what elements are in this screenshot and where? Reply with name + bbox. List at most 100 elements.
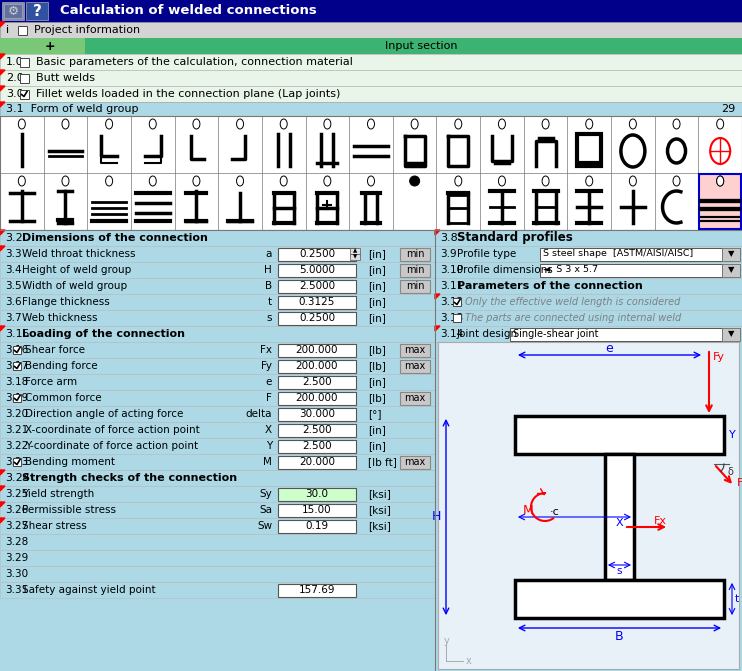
Bar (18, 25, 27, 34)
Text: Input section: Input section (385, 41, 457, 51)
Text: Weld throat thickness: Weld throat thickness (22, 249, 136, 259)
Ellipse shape (149, 176, 157, 186)
Bar (400, 344, 430, 357)
Bar (435, 326, 742, 342)
Text: 3.2: 3.2 (5, 233, 23, 243)
Bar (0, 454, 435, 470)
Bar (435, 278, 742, 294)
Text: 3.11: 3.11 (440, 281, 463, 291)
Text: 1.0: 1.0 (6, 57, 24, 67)
Text: F: F (266, 393, 272, 403)
Polygon shape (0, 102, 5, 107)
Bar (722, 328, 740, 341)
Text: 0.2500: 0.2500 (299, 313, 335, 323)
Text: 3.12: 3.12 (440, 297, 463, 307)
Bar (278, 488, 356, 501)
Text: 3.9: 3.9 (440, 249, 456, 259)
Text: ▼: ▼ (728, 329, 735, 338)
Text: Fillet welds loaded in the connection plane (Lap joints): Fillet welds loaded in the connection pl… (36, 89, 341, 99)
Bar (400, 456, 430, 469)
Text: 3.10: 3.10 (440, 265, 463, 275)
Text: e: e (605, 342, 613, 356)
Bar (0, 502, 435, 518)
Text: 30.000: 30.000 (299, 409, 335, 419)
Text: Permissible stress: Permissible stress (22, 505, 116, 515)
Text: ◄  S 3 x 5.7: ◄ S 3 x 5.7 (543, 266, 598, 274)
Text: min: min (406, 249, 424, 259)
Text: max: max (404, 457, 426, 467)
Text: δ: δ (728, 467, 734, 477)
Bar (0, 38, 85, 54)
Bar (700, 174, 741, 229)
Bar (278, 376, 356, 389)
Text: [in]: [in] (368, 425, 386, 435)
Text: Joint design: Joint design (457, 329, 518, 339)
Bar (0, 262, 435, 278)
Text: 3.6: 3.6 (5, 297, 22, 307)
Text: a: a (266, 249, 272, 259)
Text: Standard profiles: Standard profiles (457, 231, 573, 244)
Bar (0, 390, 435, 406)
Bar (0, 102, 742, 116)
Text: y: y (444, 636, 450, 646)
Text: 3.28: 3.28 (5, 537, 28, 547)
Text: [ksi]: [ksi] (368, 505, 391, 515)
Text: i: i (6, 25, 9, 35)
Text: +: + (45, 40, 56, 52)
Bar (0, 0, 742, 22)
Bar (0, 518, 435, 534)
Polygon shape (0, 22, 5, 27)
Ellipse shape (455, 176, 462, 186)
Text: max: max (404, 361, 426, 371)
Text: Fx: Fx (654, 516, 667, 526)
Bar (13, 346, 21, 354)
Bar (435, 294, 742, 310)
Text: 0.19: 0.19 (306, 521, 329, 531)
Polygon shape (0, 486, 5, 491)
Text: [in]: [in] (368, 313, 386, 323)
Text: 2.5000: 2.5000 (299, 281, 335, 291)
Ellipse shape (673, 119, 680, 129)
Bar (0, 230, 435, 246)
Text: Yield strength: Yield strength (22, 489, 94, 499)
Text: 3.1  Form of weld group: 3.1 Form of weld group (6, 104, 139, 114)
Text: 3.16: 3.16 (5, 345, 28, 355)
Bar (278, 280, 356, 293)
Bar (0, 116, 742, 230)
Ellipse shape (62, 176, 69, 186)
Bar (577, 134, 601, 166)
Bar (515, 580, 724, 618)
Bar (540, 264, 722, 277)
Text: [in]: [in] (368, 281, 386, 291)
Polygon shape (435, 326, 440, 331)
Text: 5.0000: 5.0000 (299, 265, 335, 275)
Text: Project information: Project information (34, 25, 140, 35)
Bar (435, 262, 742, 278)
Text: 3.20: 3.20 (5, 409, 28, 419)
Text: 3.14: 3.14 (440, 329, 463, 339)
Text: Common force: Common force (25, 393, 102, 403)
Bar (438, 342, 739, 669)
Polygon shape (0, 230, 5, 235)
Bar (278, 424, 356, 437)
Polygon shape (435, 294, 440, 299)
Ellipse shape (499, 176, 505, 186)
Polygon shape (0, 86, 5, 91)
Text: ▼: ▼ (353, 254, 357, 260)
Bar (435, 310, 742, 326)
Text: B: B (265, 281, 272, 291)
Bar (278, 584, 356, 597)
Text: Profile dimensions: Profile dimensions (457, 265, 553, 275)
Text: Calculation of welded connections: Calculation of welded connections (60, 5, 317, 17)
Text: ?: ? (33, 3, 42, 19)
Text: Safety against yield point: Safety against yield point (22, 585, 156, 595)
Text: Y: Y (266, 441, 272, 451)
Ellipse shape (673, 176, 680, 186)
Text: B: B (614, 629, 623, 643)
Bar (0, 86, 742, 102)
Text: Parameters of the connection: Parameters of the connection (457, 281, 643, 291)
Text: Web thickness: Web thickness (22, 313, 97, 323)
Text: max: max (404, 345, 426, 355)
Bar (0, 246, 435, 262)
Bar (0, 326, 435, 342)
